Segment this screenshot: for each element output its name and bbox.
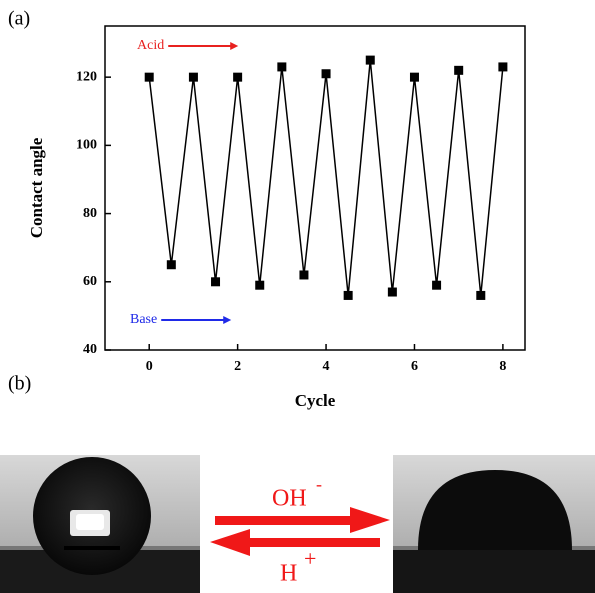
data-point: [321, 69, 331, 79]
x-tick-label: 2: [234, 359, 241, 374]
data-point: [233, 72, 243, 82]
x-tick-label: 4: [323, 359, 330, 374]
y-tick-label: 100: [76, 138, 97, 153]
annotation-arrowhead: [230, 42, 239, 50]
annotation-arrowhead: [223, 316, 232, 324]
reaction-label-sup: +: [304, 546, 316, 571]
panel-label: (a): [8, 8, 30, 30]
data-point: [498, 62, 508, 72]
x-tick-label: 6: [411, 359, 418, 374]
y-tick-label: 120: [76, 69, 97, 84]
reaction-label: H: [280, 561, 297, 587]
annotation: Acid: [137, 38, 164, 53]
data-point: [211, 277, 221, 287]
x-axis-label: Cycle: [295, 391, 336, 410]
data-point: [432, 280, 442, 290]
droplet-photo-right: [393, 455, 595, 593]
reaction-label-sup: -: [316, 474, 322, 494]
y-tick-label: 40: [83, 342, 97, 357]
x-tick-label: 0: [146, 359, 153, 374]
y-axis-label: Contact angle: [27, 137, 46, 238]
annotation: Base: [130, 312, 157, 327]
reaction-label: OH: [272, 486, 307, 512]
data-point: [365, 55, 375, 65]
reaction-arrows: [210, 507, 390, 556]
plot-frame: [104, 25, 526, 351]
data-point: [299, 270, 309, 280]
data-line: [148, 60, 504, 296]
data-point: [387, 287, 397, 297]
y-tick-label: 60: [83, 274, 97, 289]
data-point: [454, 65, 464, 75]
data-point: [255, 280, 265, 290]
data-point: [277, 62, 287, 72]
x-tick-label: 8: [499, 359, 506, 374]
panel-label: (b): [8, 373, 31, 395]
data-point: [166, 260, 176, 270]
y-tick-label: 80: [83, 206, 97, 221]
droplet-photo-left: [0, 455, 200, 593]
data-point: [343, 290, 353, 300]
data-point: [409, 72, 419, 82]
data-point: [144, 72, 154, 82]
data-point: [188, 72, 198, 82]
data-point: [476, 290, 486, 300]
